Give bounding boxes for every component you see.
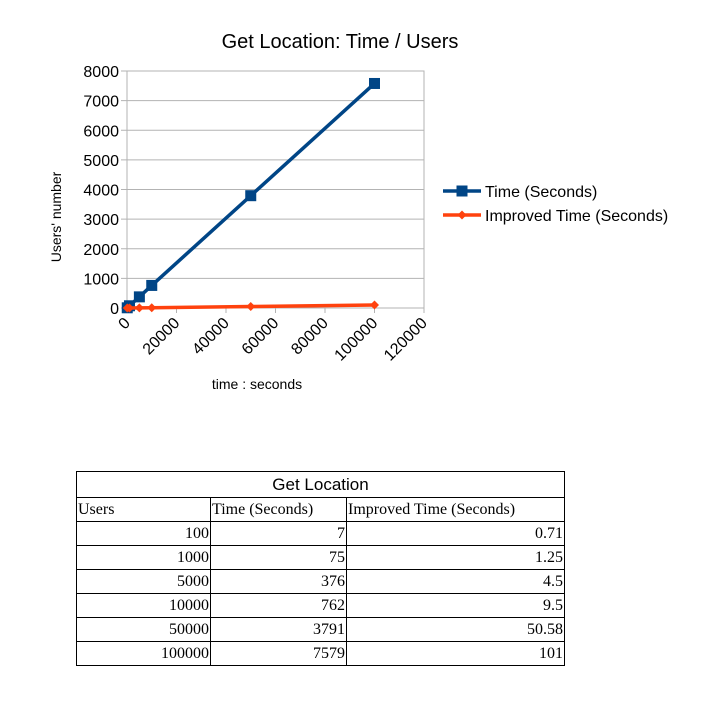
x-tick-label: 60000	[239, 315, 283, 359]
table-row: 100 7 0.71	[76, 521, 565, 546]
series-layer	[121, 77, 380, 314]
cell-improved-time: 0.71	[346, 521, 565, 546]
cell-users: 50000	[76, 617, 211, 642]
cell-users: 100	[76, 521, 211, 546]
table-caption-row: Get Location	[76, 471, 565, 498]
cell-improved-time: 1.25	[346, 545, 565, 570]
data-point	[245, 190, 257, 202]
y-tick-label: 4000	[83, 183, 119, 200]
table-row: 100000 7579 101	[76, 641, 565, 666]
table-row: 10000 762 9.5	[76, 593, 565, 618]
cell-time: 376	[210, 569, 347, 594]
cell-improved-time: 9.5	[346, 593, 565, 618]
table-row: 5000 376 4.5	[76, 569, 565, 594]
data-point	[133, 291, 145, 303]
cell-time: 7	[210, 521, 347, 546]
data-point	[246, 302, 256, 312]
x-tick-label: 120000	[381, 315, 431, 365]
table-row: 50000 3791 50.58	[76, 617, 565, 642]
data-point	[147, 303, 157, 313]
data-point	[134, 303, 144, 313]
data-point	[124, 303, 134, 313]
cell-improved-time: 50.58	[346, 617, 565, 642]
table-header-row: Users Time (Seconds) Improved Time (Seco…	[76, 497, 565, 522]
x-tick-label: 80000	[288, 315, 332, 359]
y-tick-label: 0	[110, 301, 119, 318]
x-axis-ticks: 0 20000 40000 60000 80000 100000 120000	[116, 308, 431, 365]
legend-swatch-marker	[457, 210, 467, 220]
data-table: Get Location Users Time (Seconds) Improv…	[76, 471, 565, 666]
cell-improved-time: 4.5	[346, 569, 565, 594]
table-row: 1000 75 1.25	[76, 545, 565, 570]
data-point	[370, 300, 379, 310]
x-axis-label: time : seconds	[212, 376, 302, 392]
y-tick-label: 3000	[83, 212, 119, 229]
y-axis-label: Users' number	[48, 171, 64, 262]
data-point	[146, 279, 158, 291]
chart-title: Get Location: Time / Users	[222, 31, 459, 53]
cell-time: 3791	[210, 617, 347, 642]
table-caption: Get Location	[76, 471, 565, 498]
cell-users: 5000	[76, 569, 211, 594]
x-tick-label: 0	[116, 315, 134, 333]
cell-improved-time: 101	[346, 641, 565, 666]
cell-time: 75	[210, 545, 347, 570]
y-tick-label: 5000	[83, 153, 119, 170]
y-tick-label: 6000	[83, 123, 119, 140]
cell-time: 7579	[210, 641, 347, 666]
cell-time: 762	[210, 593, 347, 618]
cell-users: 1000	[76, 545, 211, 570]
y-tick-label: 2000	[83, 242, 119, 259]
legend-label: Time (Seconds)	[485, 184, 597, 201]
y-axis-ticks: 0 1000 2000 3000 4000 5000 6000 7000 8000	[83, 64, 127, 318]
y-tick-label: 1000	[83, 271, 119, 288]
header-improved-time: Improved Time (Seconds)	[346, 497, 565, 522]
x-tick-label: 100000	[332, 315, 382, 365]
y-tick-label: 8000	[83, 64, 119, 81]
header-time: Time (Seconds)	[210, 497, 347, 522]
legend: Time (Seconds) Improved Time (Seconds)	[443, 184, 668, 225]
cell-users: 10000	[76, 593, 211, 618]
y-tick-label: 7000	[83, 94, 119, 111]
x-tick-label: 20000	[140, 315, 184, 359]
x-tick-label: 40000	[189, 315, 233, 359]
gridlines	[127, 70, 424, 309]
cell-users: 100000	[76, 641, 211, 666]
header-users: Users	[76, 497, 211, 522]
line-chart: Get Location: Time / Users 0 1000 2000 3000…	[48, 31, 668, 392]
legend-swatch-marker	[456, 185, 468, 197]
legend-label: Improved Time (Seconds)	[485, 208, 668, 225]
data-point	[369, 77, 380, 89]
series-improved-time	[122, 300, 379, 313]
